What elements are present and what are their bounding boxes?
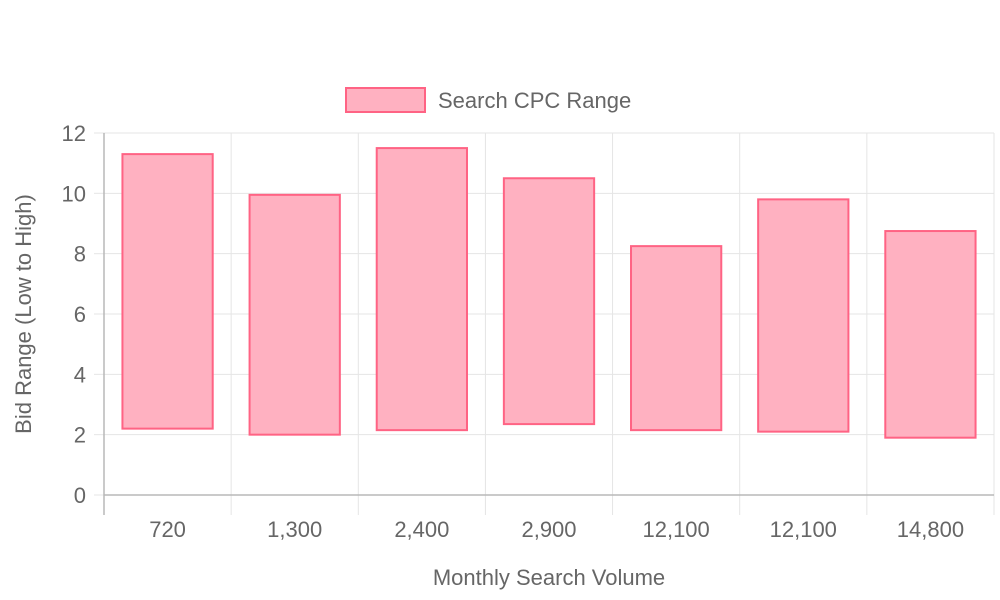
- x-tick-label: 12,100: [642, 517, 709, 542]
- x-tick-label: 14,800: [897, 517, 964, 542]
- y-tick-label: 6: [74, 302, 86, 327]
- range-bar[interactable]: [248, 193, 341, 436]
- x-tick-label: 12,100: [770, 517, 837, 542]
- legend[interactable]: Search CPC Range: [345, 87, 631, 113]
- range-bar[interactable]: [757, 198, 850, 433]
- y-tick-label: 0: [74, 483, 86, 508]
- range-bar[interactable]: [121, 153, 214, 430]
- x-tick-labels: 720 1,300 2,400 2,900 12,100 12,100 14,800: [149, 517, 964, 542]
- range-bar[interactable]: [502, 177, 596, 426]
- x-tick-label: 2,900: [521, 517, 576, 542]
- y-tick-labels: 0 2 4 6 8 10 12: [62, 121, 86, 508]
- y-tick-label: 10: [62, 181, 86, 206]
- axes: [103, 133, 994, 515]
- y-tick-label: 4: [74, 362, 86, 387]
- range-bar[interactable]: [884, 230, 977, 439]
- y-tick-label: 2: [74, 423, 86, 448]
- legend-label: Search CPC Range: [438, 88, 631, 113]
- y-axis-title: Bid Range (Low to High): [11, 194, 36, 434]
- x-axis-title: Monthly Search Volume: [433, 565, 665, 590]
- x-tick-label: 1,300: [267, 517, 322, 542]
- y-tick-label: 8: [74, 242, 86, 267]
- range-bar[interactable]: [375, 147, 468, 432]
- legend-swatch: [345, 87, 426, 113]
- bars: [121, 147, 977, 439]
- range-bar[interactable]: [630, 245, 723, 432]
- y-tick-label: 12: [62, 121, 86, 146]
- x-tick-label: 2,400: [394, 517, 449, 542]
- x-tick-label: 720: [149, 517, 186, 542]
